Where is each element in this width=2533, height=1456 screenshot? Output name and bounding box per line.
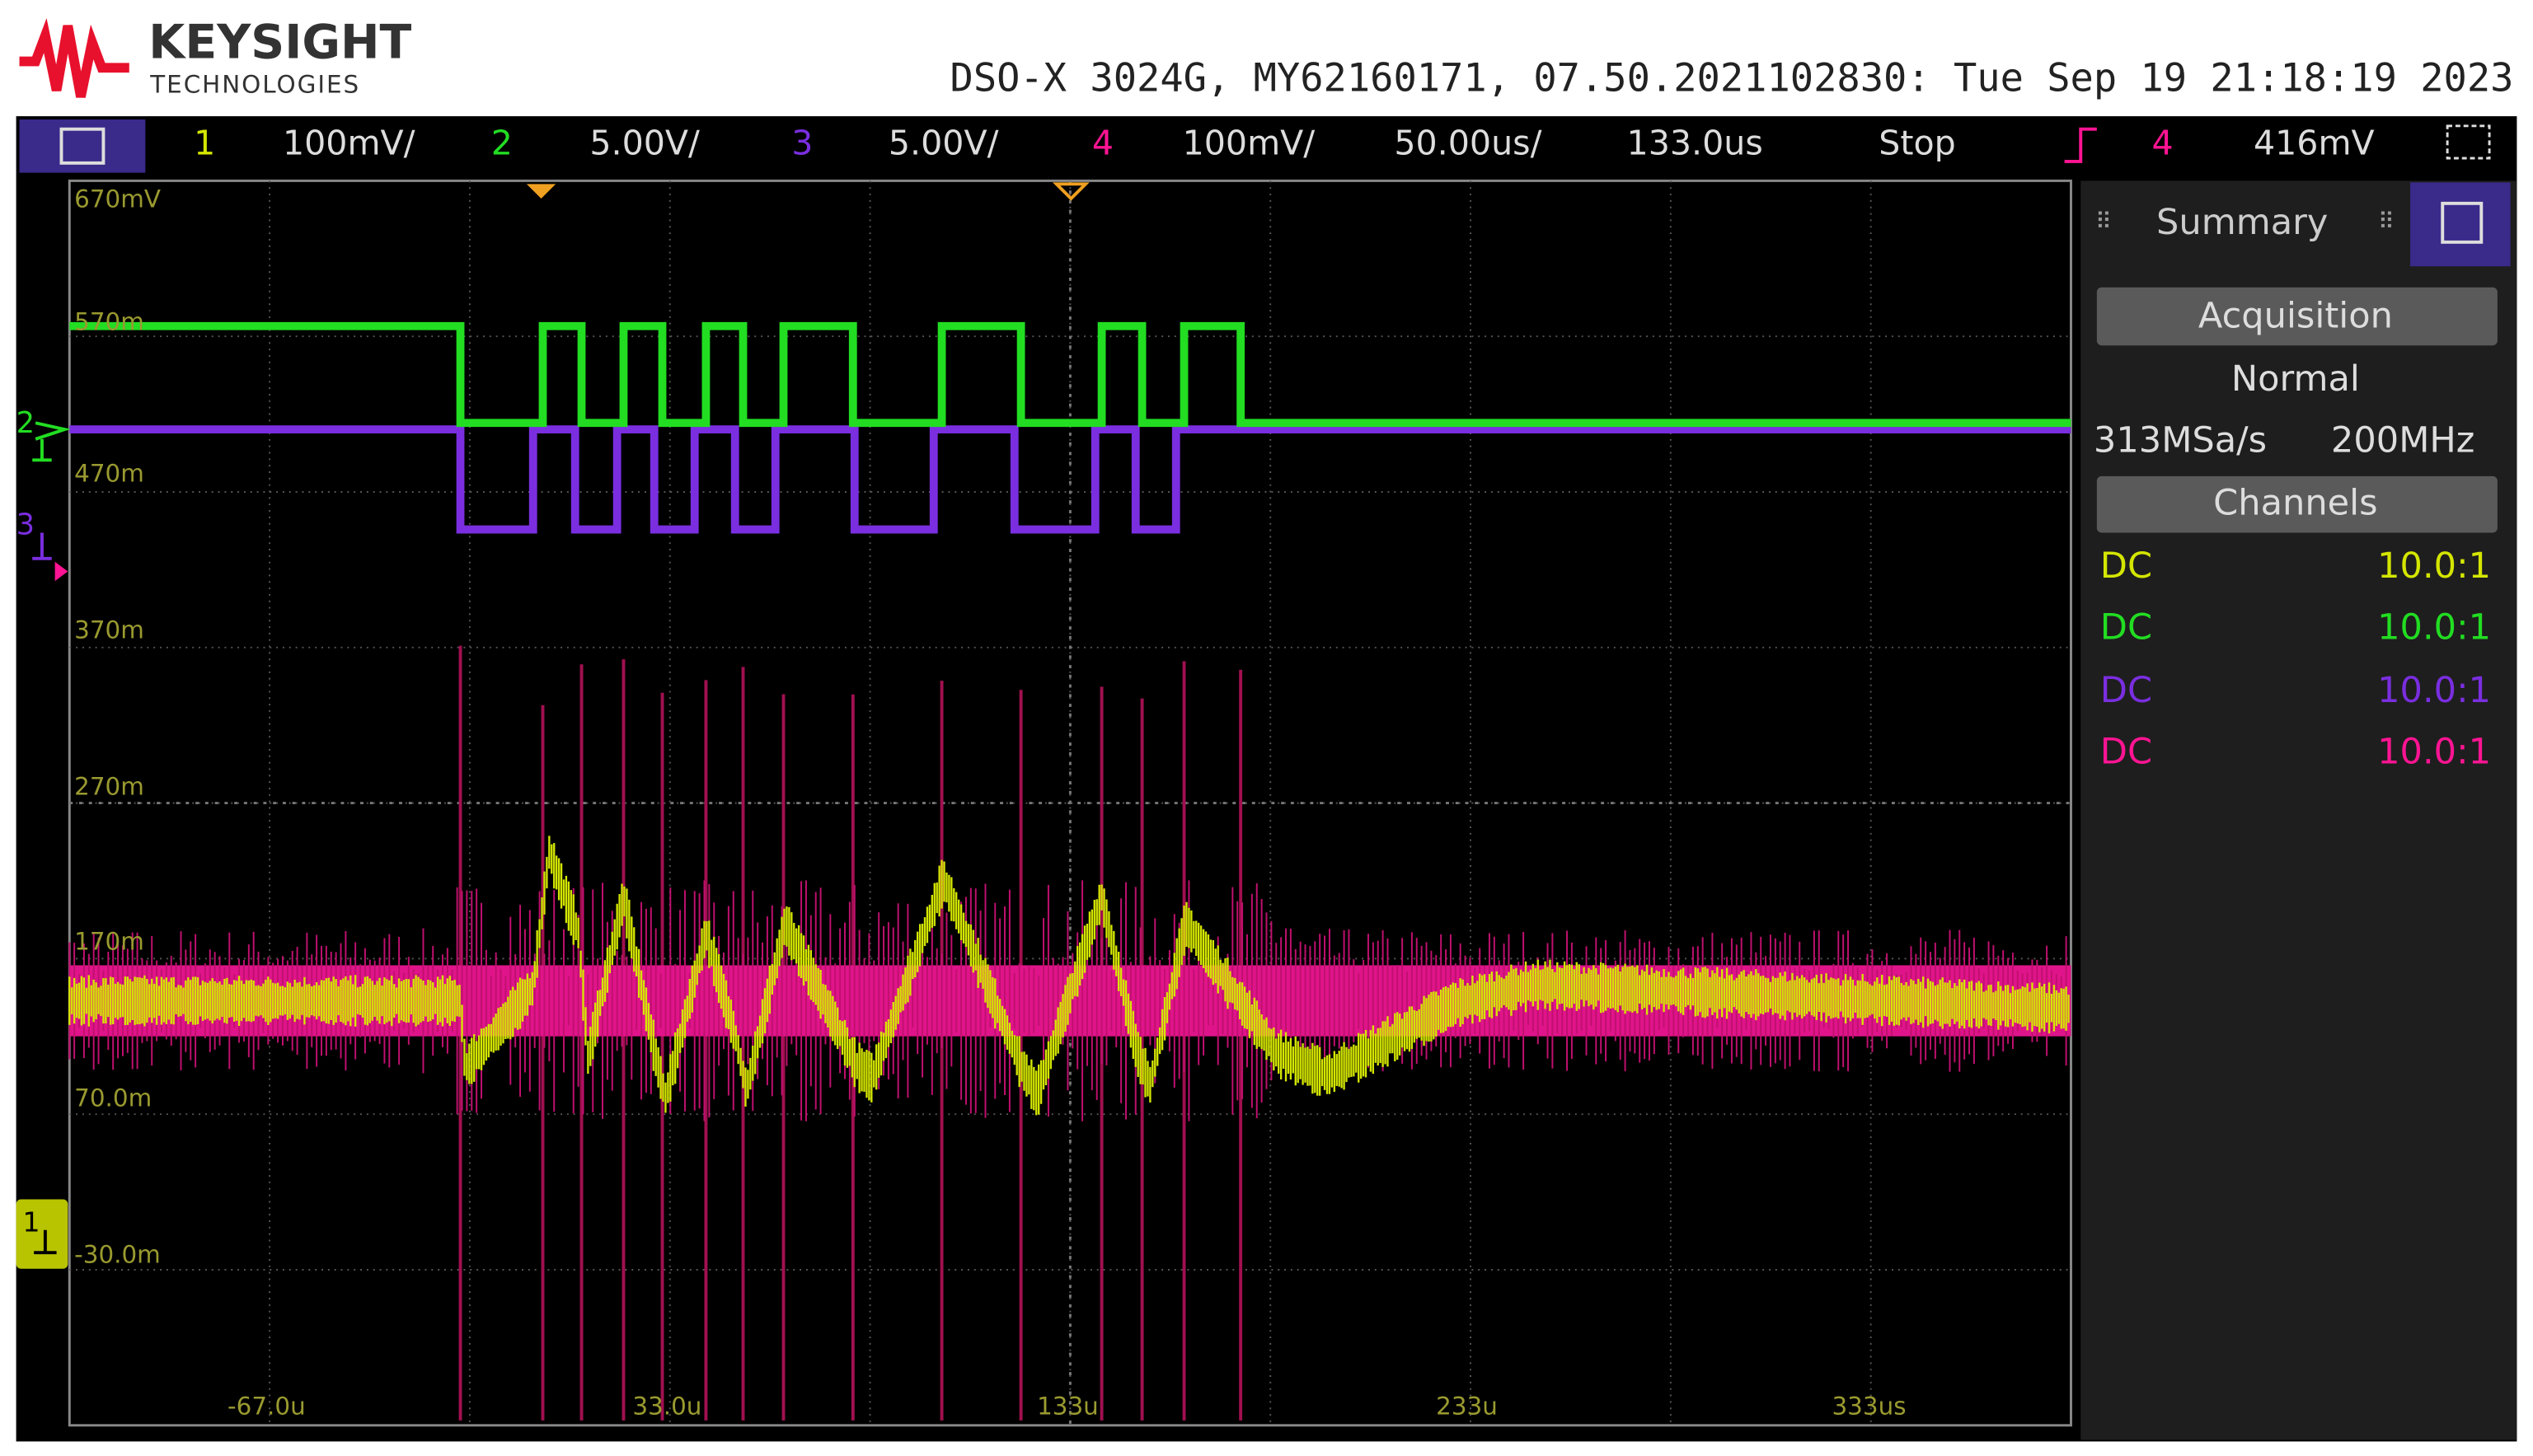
yellow-trace [68,836,2070,1116]
panel-tab[interactable]: Summary [2156,202,2328,243]
instrument-info: DSO-X 3024G, MY62160171, 07.50.202110283… [950,55,2514,101]
trigger-level[interactable]: 416mV [2254,123,2375,162]
ground-icon [34,1229,57,1255]
sample-rate: 313MSa/s [2094,419,2267,461]
zoom-icon[interactable] [2446,124,2491,160]
brand-sub: TECHNOLOGIES [149,70,360,98]
y-label: 470m [74,459,144,487]
channel-marker[interactable]: 3 [16,508,35,542]
y-label: -30.0m [74,1241,161,1269]
bandwidth: 200MHz [2331,419,2475,461]
trigger-marker [526,184,556,199]
x-label: 133u [1037,1393,1099,1421]
ground-icon [32,532,52,560]
y-label: 170m [74,928,144,956]
section-header[interactable] [2096,287,2498,346]
channel-number[interactable]: 3 [791,123,813,162]
side-panel [2080,180,2517,1440]
coupling: DC [2100,670,2152,711]
y-label: 670mV [74,185,161,213]
probe-ratio: 10.0:1 [2377,670,2491,711]
run-state[interactable]: Stop [1879,123,1956,162]
timebase[interactable]: 50.00us/ [1394,123,1541,162]
panel-menu-icon [2441,201,2484,244]
section-title[interactable]: Acquisition [2198,295,2393,336]
y-label: 70.0m [74,1084,152,1112]
brand: KEYSIGHT [148,15,411,69]
channel-number[interactable]: 1 [194,123,215,162]
channel-scale[interactable]: 5.00V/ [889,123,999,162]
channel-number[interactable]: 4 [1092,123,1114,162]
channel-marker[interactable]: 2 [16,406,35,440]
delay[interactable]: 133.0us [1627,123,1763,162]
coupling: DC [2100,731,2152,772]
channel-number[interactable]: 2 [491,123,513,162]
y-label: 370m [74,616,144,644]
coupling: DC [2100,607,2152,648]
delay-marker [1052,182,1090,201]
menu-button[interactable] [19,119,146,173]
waveforms [68,321,2071,1421]
y-label: 270m [74,772,144,800]
channel-scale[interactable]: 100mV/ [1183,123,1316,162]
y-label: 570m [74,307,144,335]
logo [19,17,129,98]
section-header[interactable] [2096,475,2498,533]
x-label: -67.0u [228,1393,306,1421]
probe-ratio: 10.0:1 [2377,607,2491,648]
drag-handle: ⠿ [2095,209,2112,235]
coupling: DC [2100,545,2152,587]
x-label: 333us [1832,1393,1907,1421]
x-label: 33.0u [632,1393,701,1421]
channel-scale[interactable]: 5.00V/ [589,123,700,162]
probe-ratio: 10.0:1 [2377,545,2491,587]
panel-menu-button[interactable] [2410,182,2511,267]
menu-icon [59,127,106,165]
green-trace [69,321,2071,428]
probe-ratio: 10.0:1 [2377,731,2491,772]
trigger-level-marker [54,561,68,582]
trigger-icon [2064,127,2097,163]
purple-trace [69,425,2071,534]
channel-marker[interactable]: 1 [22,1206,40,1238]
channel-scale[interactable]: 100mV/ [283,123,415,162]
section-title[interactable]: Channels [2213,483,2377,524]
x-label: 233u [1436,1393,1498,1421]
trigger-channel[interactable]: 4 [2151,123,2173,162]
drag-handle: ⠿ [2378,209,2395,235]
ground-icon [32,421,71,462]
acquisition-mode: Normal [2231,358,2360,400]
